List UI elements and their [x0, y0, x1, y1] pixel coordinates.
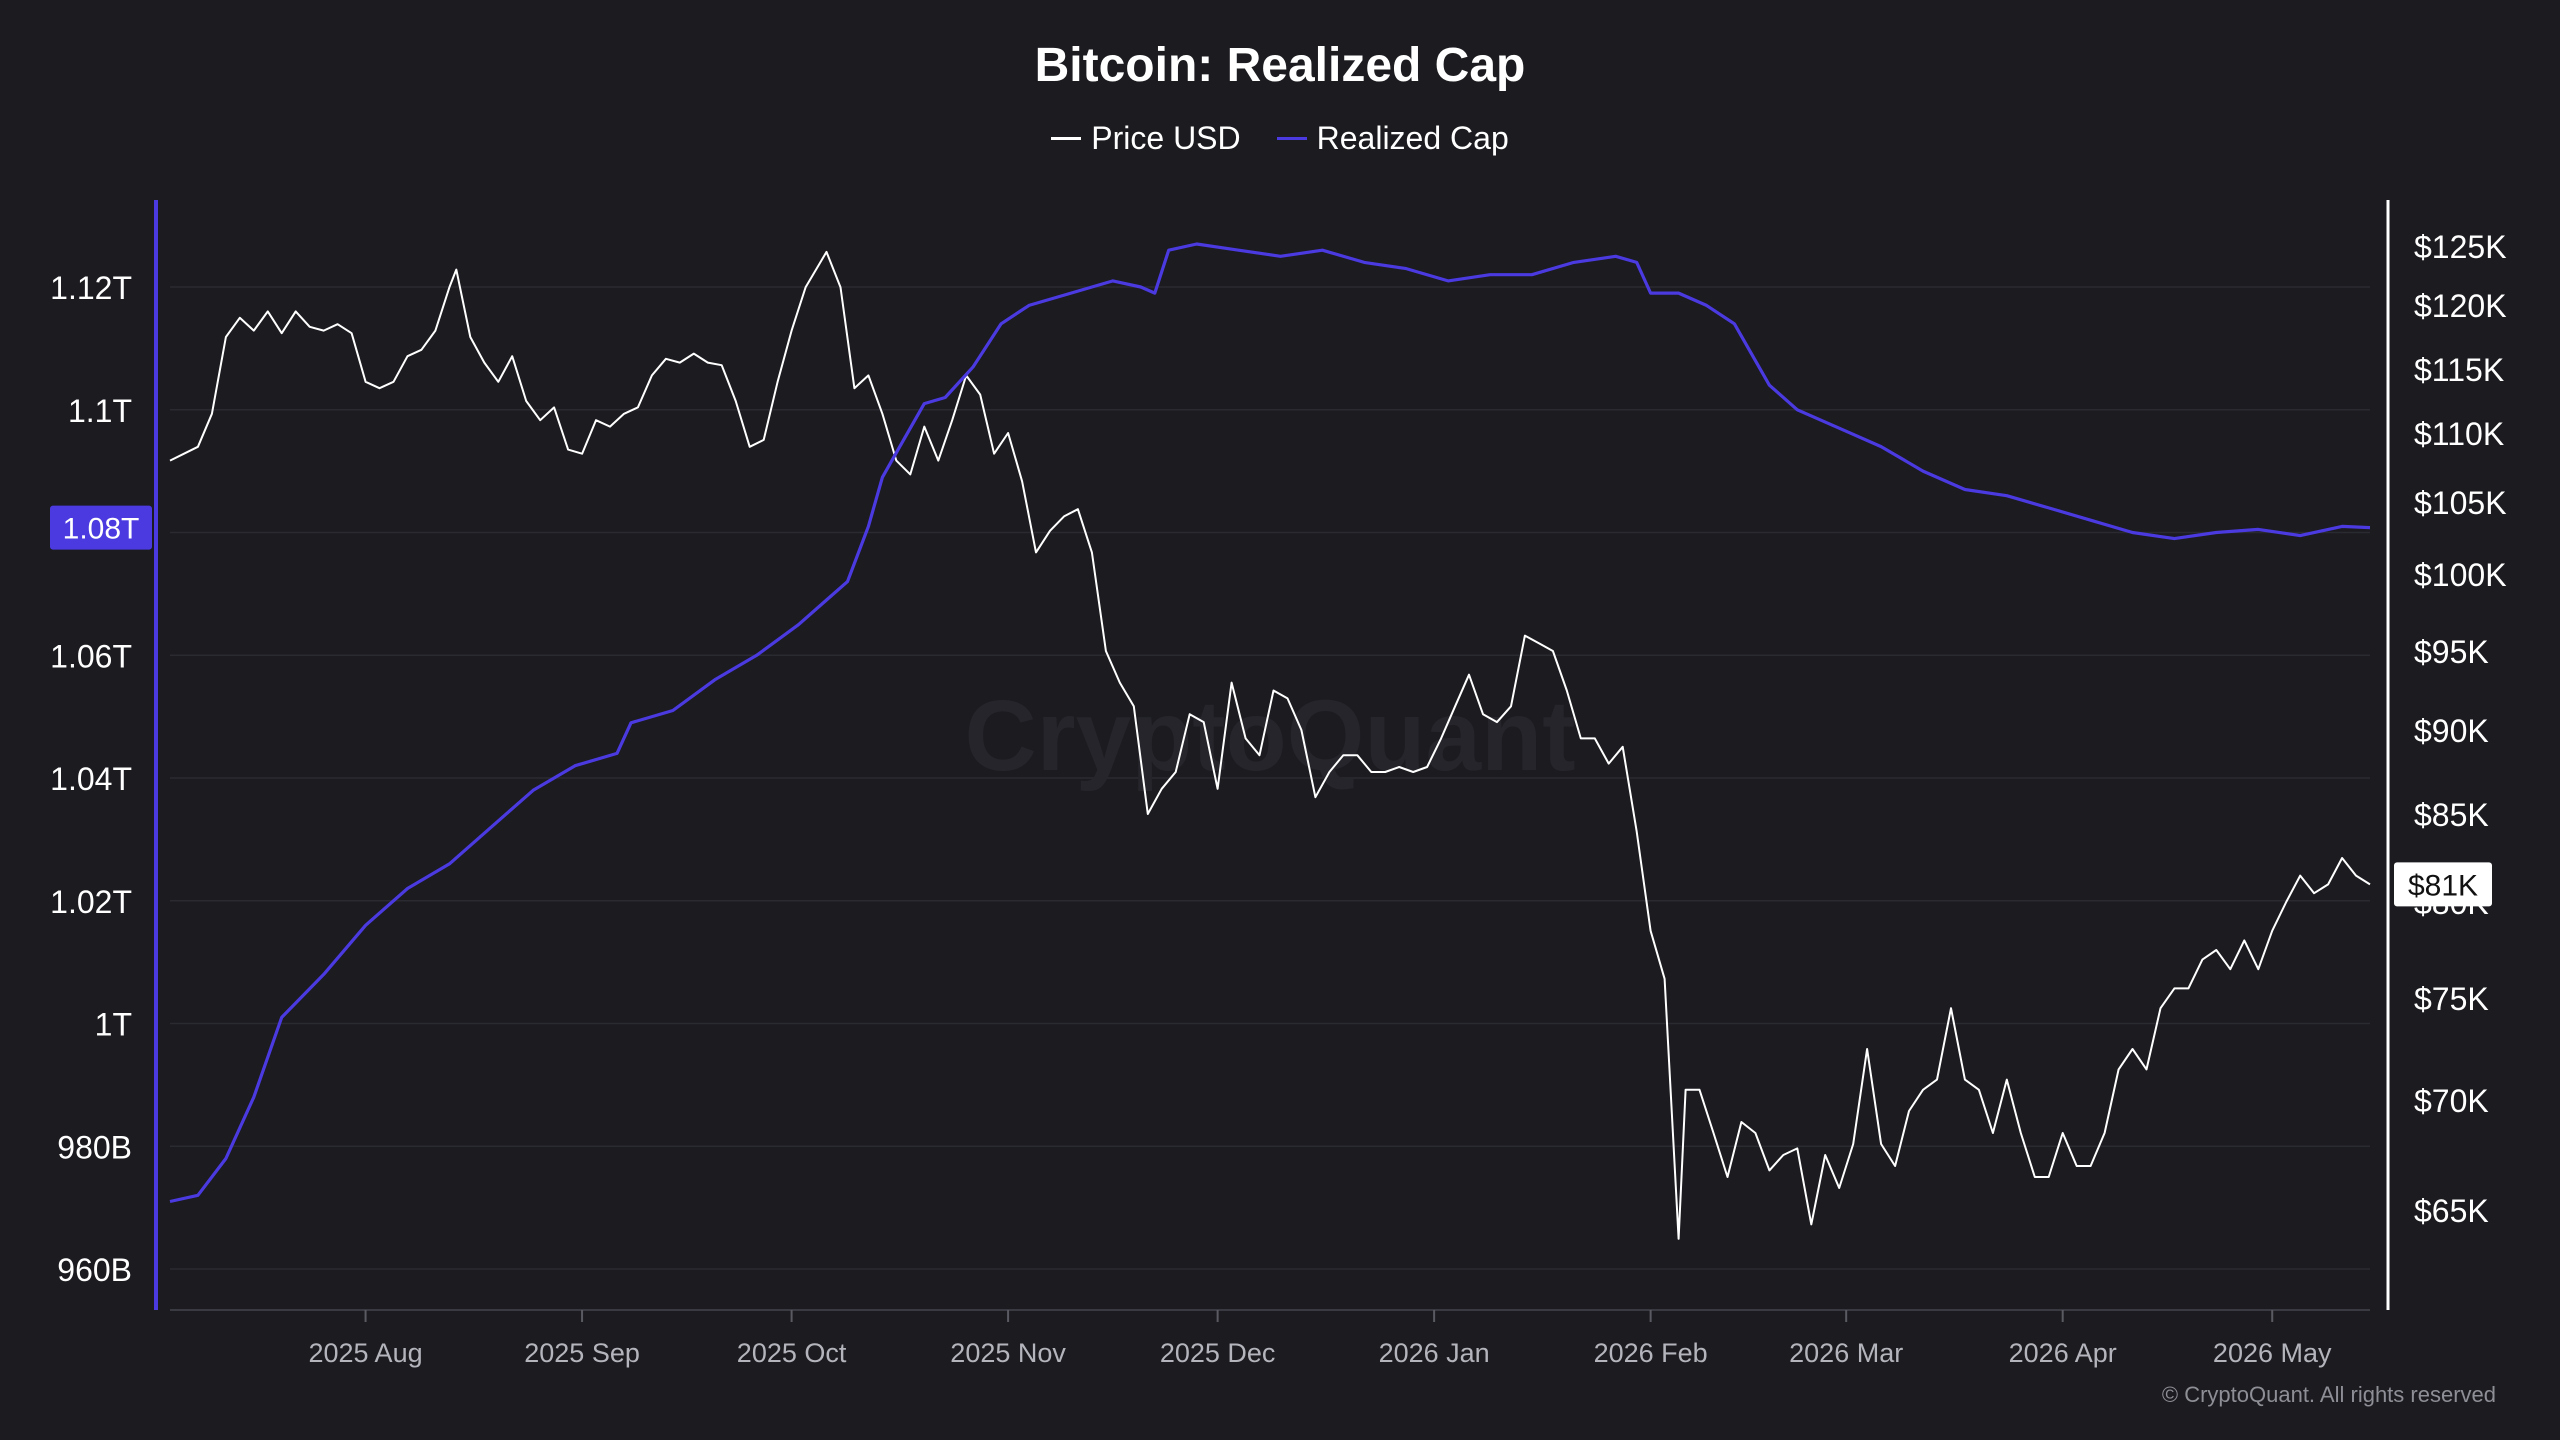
- right-current-value-label: $81K: [2408, 869, 2478, 902]
- y-right-tick-label-11: $120K: [2414, 288, 2507, 324]
- x-tick-label-3: 2025 Nov: [950, 1338, 1066, 1368]
- legend-swatch-price: [1051, 137, 1082, 140]
- legend-label-price: Price USD: [1091, 120, 1241, 156]
- y-right-tick-label-12: $125K: [2414, 229, 2507, 265]
- x-tick-label-4: 2025 Dec: [1160, 1338, 1276, 1368]
- y-right-tick-label-5: $90K: [2414, 713, 2489, 749]
- y-left-tick-label-5: 1.06T: [50, 638, 132, 674]
- legend-swatch-realized-cap: [1276, 137, 1307, 140]
- y-left-tick-label-4: 1.04T: [50, 761, 132, 797]
- chart-title: Bitcoin: Realized Cap: [1034, 39, 1526, 92]
- x-tick-label-7: 2026 Mar: [1789, 1338, 1903, 1368]
- price-usd-line[interactable]: [169, 250, 2371, 1240]
- y-left-tick-label-8: 1.12T: [50, 270, 132, 306]
- y-right-tick-label-0: $65K: [2414, 1193, 2489, 1229]
- y-right-tick-label-6: $95K: [2414, 634, 2489, 670]
- y-left-tick-label-1: 980B: [57, 1129, 132, 1165]
- x-tick-label-8: 2026 Apr: [2009, 1338, 2117, 1368]
- legend-item-price[interactable]: Price USD: [1051, 120, 1241, 157]
- left-current-value-badge: [50, 505, 152, 550]
- left-current-value-label: 1.08T: [63, 513, 140, 546]
- y-right-tick-label-2: $75K: [2414, 981, 2489, 1017]
- right-current-value-badge: [2394, 862, 2492, 907]
- x-tick-label-6: 2026 Feb: [1594, 1338, 1708, 1368]
- x-tick-label-1: 2025 Sep: [524, 1338, 640, 1368]
- x-tick-label-9: 2026 May: [2213, 1338, 2332, 1368]
- x-tick-label-0: 2025 Aug: [308, 1338, 422, 1368]
- x-tick-label-2: 2025 Oct: [737, 1338, 847, 1368]
- y-right-tick-label-10: $115K: [2414, 352, 2504, 388]
- legend-label-realized-cap: Realized Cap: [1316, 120, 1509, 156]
- legend: Price USD Realized Cap: [0, 120, 2560, 157]
- copyright-notice: © CryptoQuant. All rights reserved: [2161, 1382, 2496, 1407]
- y-left-tick-label-2: 1T: [95, 1007, 132, 1043]
- y-left-tick-label-7: 1.1T: [68, 393, 132, 429]
- watermark: CryptoQuant: [964, 680, 1575, 792]
- y-left-tick-label-3: 1.02T: [50, 884, 132, 920]
- y-left-tick-label-0: 960B: [57, 1252, 132, 1288]
- x-tick-label-5: 2026 Jan: [1379, 1338, 1490, 1368]
- y-right-tick-label-7: $100K: [2414, 557, 2507, 593]
- y-right-tick-label-8: $105K: [2414, 485, 2507, 521]
- legend-item-realized-cap[interactable]: Realized Cap: [1276, 120, 1509, 157]
- y-right-tick-label-9: $110K: [2414, 416, 2504, 452]
- y-right-tick-label-4: $85K: [2414, 797, 2489, 833]
- y-right-tick-label-1: $70K: [2414, 1083, 2489, 1119]
- realized-cap-line[interactable]: [169, 242, 2371, 1204]
